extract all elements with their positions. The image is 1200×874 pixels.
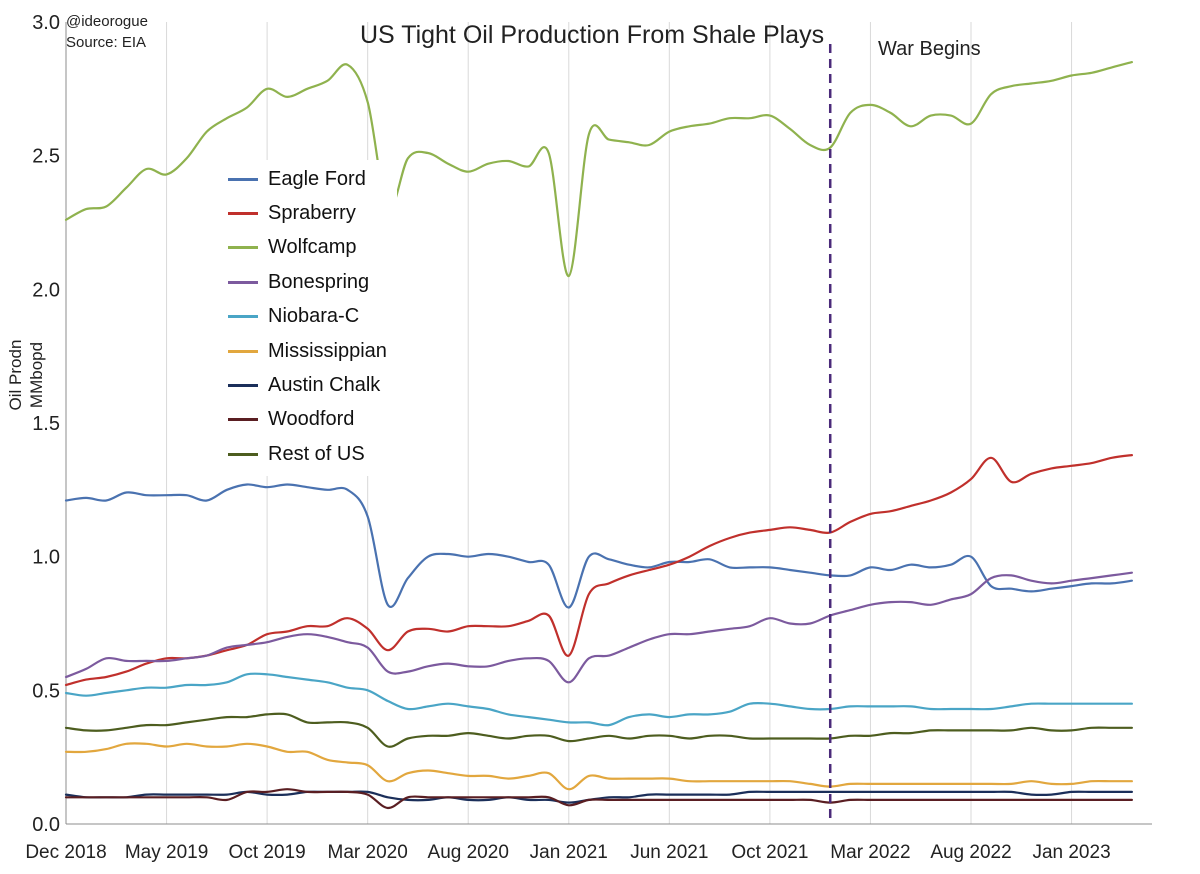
axes bbox=[65, 22, 1152, 825]
y-tick-label: 2.0 bbox=[32, 279, 60, 301]
legend-swatch bbox=[228, 384, 258, 388]
legend-label: Niobara-C bbox=[268, 305, 360, 328]
credit-author: @ideorogue bbox=[66, 13, 148, 30]
legend-label: Eagle Ford bbox=[268, 167, 366, 190]
legend-swatch bbox=[228, 212, 258, 216]
legend-label: Rest of US bbox=[268, 442, 365, 465]
x-tick-label: Jan 2023 bbox=[1032, 842, 1110, 863]
war-begins-label: War Begins bbox=[878, 38, 981, 60]
legend-item: Austin Chalk bbox=[228, 368, 387, 402]
legend-label: Spraberry bbox=[268, 202, 356, 225]
x-tick-label: Mar 2020 bbox=[328, 842, 408, 863]
series-line-rest-of-us bbox=[64, 712, 1133, 748]
y-tick-label: 0.5 bbox=[32, 680, 60, 702]
y-tick-label: 3.0 bbox=[32, 12, 60, 34]
y-tick-label: 1.5 bbox=[32, 413, 60, 435]
legend-swatch bbox=[228, 177, 258, 181]
chart-title: US Tight Oil Production From Shale Plays bbox=[360, 21, 825, 49]
y-tick-label: 0.0 bbox=[32, 814, 60, 836]
legend-item: Rest of US bbox=[228, 437, 387, 471]
legend-label: Bonespring bbox=[268, 270, 370, 293]
legend-swatch bbox=[228, 452, 258, 456]
gridlines bbox=[166, 22, 1073, 824]
legend-label: Austin Chalk bbox=[268, 374, 381, 397]
credit-block: @ideorogue Source: EIA bbox=[66, 11, 148, 53]
legend-label: Woodford bbox=[268, 408, 355, 431]
y-axis-label-line2: MMbopd bbox=[27, 341, 46, 409]
legend: Eagle Ford Spraberry Wolfcamp Bonespring Nio… bbox=[222, 160, 397, 476]
x-tick-label: Aug 2022 bbox=[930, 842, 1011, 863]
legend-label: Wolfcamp bbox=[268, 236, 357, 259]
legend-swatch bbox=[228, 418, 258, 422]
y-axis-label: Oil Prodn MMbopd bbox=[5, 340, 47, 411]
x-tick-label: Aug 2020 bbox=[428, 842, 509, 863]
x-tick-label: Oct 2021 bbox=[731, 842, 808, 863]
series-line-bonespring bbox=[64, 571, 1133, 684]
legend-item: Woodford bbox=[228, 403, 387, 437]
legend-item: Wolfcamp bbox=[228, 231, 387, 265]
x-tick-label: Jan 2021 bbox=[530, 842, 608, 863]
series-lines bbox=[64, 61, 1133, 810]
series-line-niobara-c bbox=[64, 672, 1133, 727]
x-tick-labels: Dec 2018 May 2019 Oct 2019 Mar 2020 Aug 2020… bbox=[25, 842, 1110, 863]
legend-swatch bbox=[228, 280, 258, 284]
legend-swatch bbox=[228, 246, 258, 250]
x-tick-label: Jun 2021 bbox=[630, 842, 708, 863]
series-line-eagle-ford bbox=[64, 483, 1133, 609]
x-tick-label: Mar 2022 bbox=[830, 842, 910, 863]
credit-source: Source: EIA bbox=[66, 34, 147, 51]
y-tick-label: 2.5 bbox=[32, 146, 60, 168]
x-tick-label: May 2019 bbox=[125, 842, 208, 863]
series-line-woodford bbox=[64, 788, 1133, 810]
legend-item: Mississippian bbox=[228, 334, 387, 368]
series-line-wolfcamp bbox=[64, 61, 1133, 278]
legend-swatch bbox=[228, 349, 258, 353]
y-tick-labels: 0.0 0.5 1.0 1.5 2.0 2.5 3.0 bbox=[32, 12, 60, 836]
y-axis-label-line1: Oil Prodn bbox=[6, 339, 25, 411]
x-tick-label: Oct 2019 bbox=[229, 842, 306, 863]
legend-item: Niobara-C bbox=[228, 300, 387, 334]
y-tick-label: 1.0 bbox=[32, 547, 60, 569]
legend-item: Spraberry bbox=[228, 196, 387, 230]
legend-label: Mississippian bbox=[268, 339, 387, 362]
series-line-mississippian bbox=[64, 742, 1133, 791]
legend-item: Bonespring bbox=[228, 265, 387, 299]
legend-swatch bbox=[228, 315, 258, 319]
legend-item: Eagle Ford bbox=[228, 162, 387, 196]
x-tick-label: Dec 2018 bbox=[25, 842, 106, 863]
